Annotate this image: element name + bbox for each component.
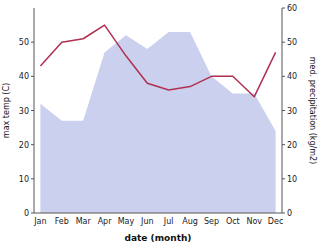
x-tick-label: Feb bbox=[55, 217, 69, 226]
y2-tick bbox=[282, 42, 285, 43]
y-tick bbox=[31, 213, 34, 214]
y2-tick-label: 30 bbox=[287, 107, 297, 116]
y-tick bbox=[31, 144, 34, 145]
y-tick bbox=[31, 76, 34, 77]
precipitation-area bbox=[40, 32, 275, 213]
y2-tick-label: 40 bbox=[287, 72, 297, 81]
y2-tick bbox=[282, 178, 285, 179]
y-tick-label: 20 bbox=[19, 141, 29, 150]
y-tick-label: 40 bbox=[19, 72, 29, 81]
y-tick bbox=[31, 110, 34, 111]
y-tick-label: 10 bbox=[19, 175, 29, 184]
x-tick-label: Dec bbox=[268, 217, 283, 226]
y2-tick-label: 0 bbox=[287, 209, 292, 218]
x-tick-label: Jul bbox=[163, 217, 174, 226]
y2-tick bbox=[282, 213, 285, 214]
y2-axis-label: med. precipitation (kg/m2) bbox=[308, 57, 317, 164]
y2-tick-label: 20 bbox=[287, 141, 297, 150]
temperature-line bbox=[40, 25, 275, 97]
x-tick-label: Mar bbox=[76, 217, 92, 226]
x-axis-line bbox=[34, 213, 282, 214]
y-tick-label: 30 bbox=[19, 107, 29, 116]
y-tick-label: 50 bbox=[19, 38, 29, 47]
x-tick-label: Apr bbox=[98, 217, 113, 226]
x-tick-label: May bbox=[118, 217, 135, 226]
x-tick-label: Sep bbox=[204, 217, 219, 226]
y2-tick-label: 50 bbox=[287, 38, 297, 47]
chart: 0 10 20 30 40 50 0 10 20 30 40 50 60 Jan Feb Mar Apr May J… bbox=[0, 0, 318, 247]
y2-tick bbox=[282, 8, 285, 9]
y2-tick bbox=[282, 76, 285, 77]
y2-tick-label: 60 bbox=[287, 4, 297, 13]
x-tick-label: Jun bbox=[140, 217, 154, 226]
y2-tick bbox=[282, 144, 285, 145]
x-axis-label: date (month) bbox=[125, 233, 192, 243]
y-tick bbox=[31, 178, 34, 179]
plot-area bbox=[40, 25, 275, 213]
x-tick-label: Jan bbox=[33, 217, 46, 226]
y2-tick-label: 10 bbox=[287, 175, 297, 184]
y2-tick bbox=[282, 110, 285, 111]
x-tick-label: Aug bbox=[182, 217, 198, 226]
y-tick bbox=[31, 42, 34, 43]
x-tick-label: Oct bbox=[226, 217, 240, 226]
x-tick-label: Nov bbox=[246, 217, 262, 226]
y-tick-label: 0 bbox=[24, 209, 29, 218]
y-axis-label: max temp (C) bbox=[2, 83, 11, 138]
